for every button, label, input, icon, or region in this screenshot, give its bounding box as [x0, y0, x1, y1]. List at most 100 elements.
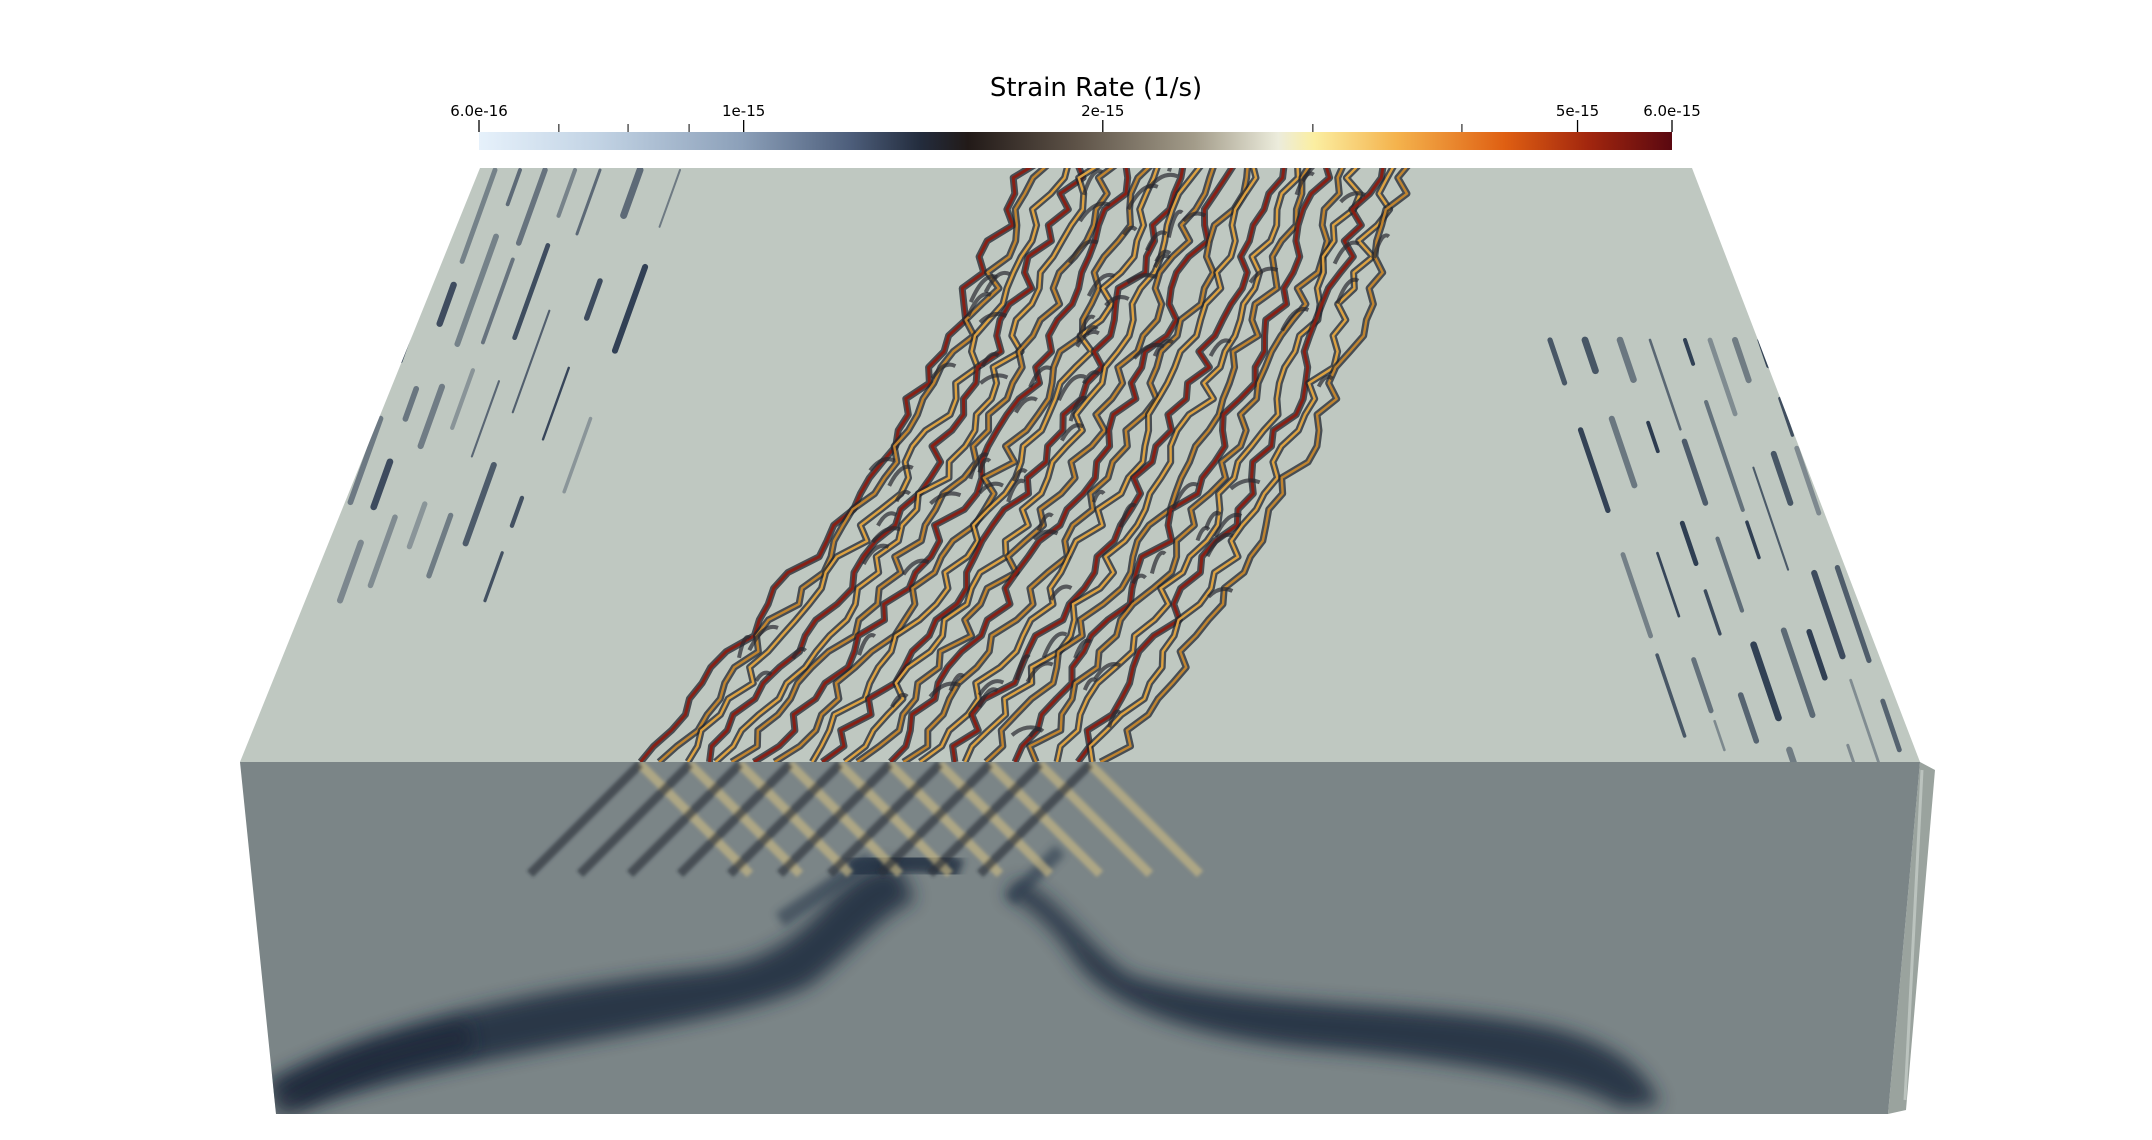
- shear-streak: [1707, 337, 1738, 417]
- fault-link: [1104, 295, 1130, 307]
- fault-link: [1032, 529, 1059, 541]
- front-face-strain: [262, 762, 1660, 1114]
- fault-link: [791, 646, 807, 660]
- fault-link: [1248, 266, 1279, 284]
- fault-link: [876, 511, 898, 527]
- fault-link: [948, 673, 966, 692]
- shear-streak: [505, 168, 522, 207]
- shear-streak: [1778, 396, 1795, 437]
- conjugate-fault: [726, 762, 844, 878]
- conjugate-fault: [626, 762, 744, 878]
- fault-strand: [686, 168, 1070, 762]
- shear-streak: [1703, 589, 1722, 636]
- fault-strand: [919, 168, 1258, 762]
- fault-link: [1280, 307, 1310, 332]
- shear-streak: [1577, 427, 1611, 513]
- fault-strand: [1013, 168, 1332, 762]
- colorbar-tick-label: 6.0e-16: [450, 102, 508, 120]
- fault-link: [737, 635, 752, 659]
- conjugate-fault: [986, 762, 1104, 878]
- shear-streak: [480, 257, 515, 345]
- fault-link: [966, 292, 992, 318]
- fault-link: [861, 543, 890, 565]
- fault-link: [1014, 654, 1031, 681]
- fault-link: [1339, 191, 1367, 204]
- shear-streak: [450, 368, 476, 430]
- fault-link: [977, 687, 999, 708]
- fault-link: [1204, 511, 1222, 529]
- fault-link: [1011, 468, 1028, 482]
- fault-link: [1316, 374, 1334, 388]
- fault-strand: [753, 168, 1130, 762]
- fault-link: [928, 681, 961, 699]
- shear-streak: [556, 168, 578, 218]
- fault-link: [887, 464, 914, 487]
- fault-link: [1078, 201, 1111, 223]
- shear-streak: [1841, 495, 1873, 580]
- fault-link: [1118, 502, 1137, 528]
- colorbar-title: Strain Rate (1/s): [990, 73, 1202, 103]
- shear-streak: [512, 243, 551, 341]
- shear-streak: [1732, 337, 1752, 384]
- fault-link: [1082, 677, 1098, 691]
- conjugate-fault: [676, 762, 794, 878]
- fault-link: [1171, 482, 1199, 510]
- fault-strand: [856, 168, 1217, 762]
- conjugate-fault: [836, 762, 954, 878]
- fault-link: [1025, 661, 1054, 683]
- fault-strand: [1076, 168, 1386, 762]
- shear-streak: [426, 512, 454, 579]
- conjugate-fault: [1086, 762, 1204, 878]
- fault-link: [1076, 314, 1096, 343]
- shear-streak: [511, 309, 551, 414]
- conjugate-fault: [736, 762, 854, 878]
- block-top-face: [240, 168, 1920, 762]
- colorbar-ticks: 6.0e-16 1e-15 2e-15 5e-15 6.0e-15: [450, 102, 1701, 132]
- shear-streak: [1806, 628, 1828, 681]
- conjugate-fault: [826, 762, 944, 878]
- shear-streak: [406, 501, 428, 550]
- fault-link: [1181, 211, 1207, 223]
- shear-streak: [1750, 641, 1782, 722]
- conjugate-fault: [1036, 762, 1154, 878]
- shear-streak: [1681, 438, 1709, 506]
- conjugate-fault: [686, 762, 804, 878]
- fault-strand: [963, 168, 1300, 762]
- colorbar-tick-label: 5e-15: [1556, 102, 1599, 120]
- shear-streak: [1704, 400, 1745, 512]
- fault-link: [1036, 512, 1054, 532]
- shear-streak: [1788, 338, 1823, 434]
- fault-link: [1166, 209, 1184, 238]
- fault-link: [1126, 183, 1159, 211]
- shear-streak: [483, 551, 504, 603]
- shear-streak: [1679, 520, 1699, 566]
- conjugate-fault: [636, 762, 754, 878]
- colorbar-tick-label: 1e-15: [722, 102, 765, 120]
- shear-streak: [1770, 450, 1794, 506]
- fault-link: [1041, 631, 1068, 659]
- colorbar-gradient: [479, 132, 1672, 150]
- shear-streak: [1752, 466, 1790, 571]
- fault-strand: [985, 168, 1313, 762]
- fault-link: [894, 489, 912, 503]
- shear-streak: [1581, 336, 1599, 375]
- fault-link: [1132, 342, 1165, 360]
- shear-streak: [1713, 719, 1726, 752]
- shear-streak: [515, 168, 548, 246]
- shear-streak: [1849, 678, 1883, 762]
- model-block: [240, 168, 1935, 1114]
- fault-link: [1229, 478, 1261, 491]
- shear-streak: [583, 278, 603, 321]
- fault-link: [747, 624, 779, 652]
- shear-streak: [1794, 445, 1822, 516]
- fault-link: [968, 274, 999, 303]
- shear-streak: [1880, 698, 1902, 753]
- fault-link: [929, 491, 962, 506]
- central-fault-network: [637, 168, 1414, 762]
- fault-link: [1048, 584, 1073, 601]
- shear-streak: [367, 514, 398, 589]
- fault-link: [968, 452, 989, 480]
- fault-link: [1060, 423, 1085, 442]
- shear-streak: [620, 168, 644, 219]
- fault-link: [1028, 365, 1053, 388]
